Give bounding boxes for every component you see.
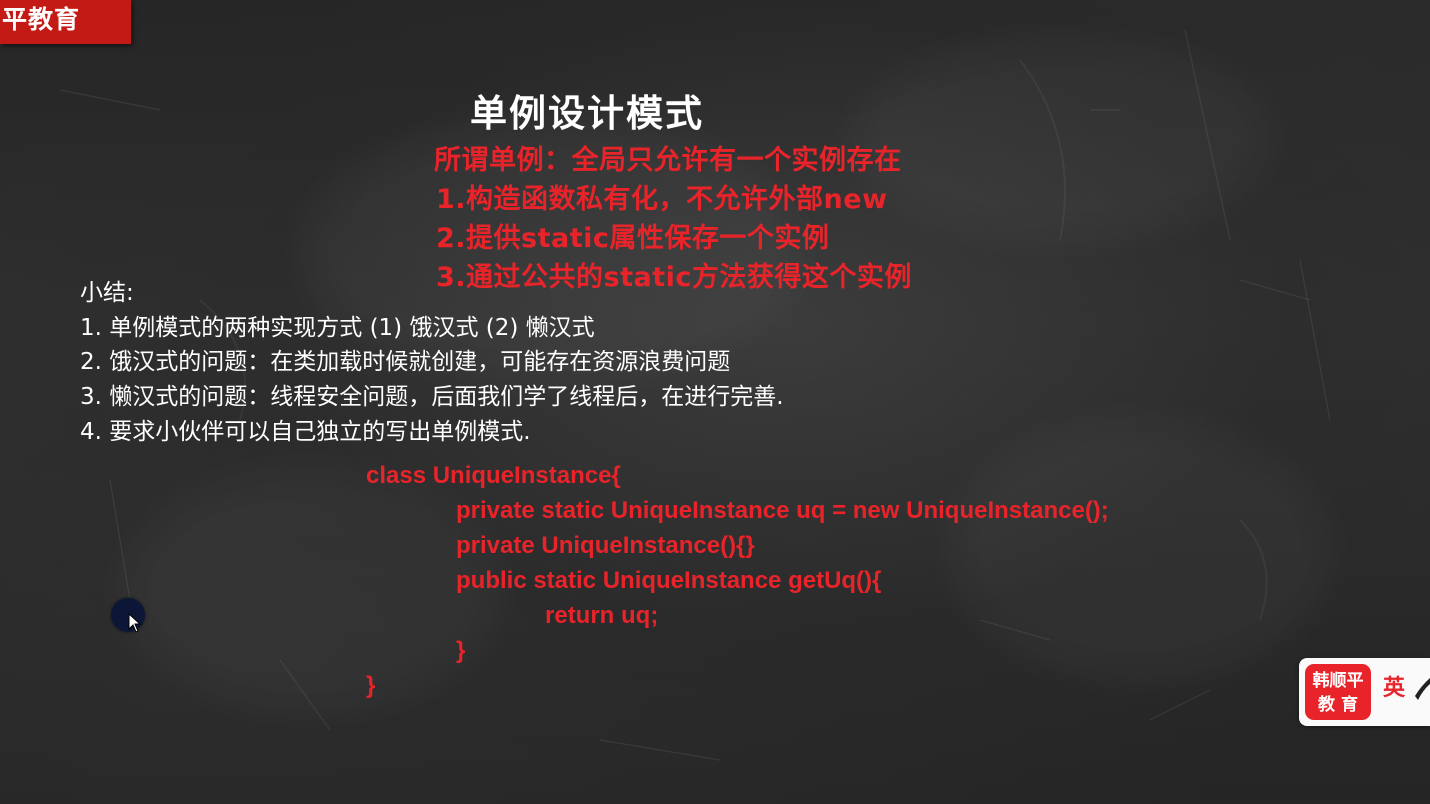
brand-lang-label: 英 — [1383, 676, 1406, 701]
code-line: public static UniqueInstance getUq(){ — [456, 567, 882, 594]
cursor-highlight-icon — [111, 598, 145, 632]
definition-line: 1.构造函数私有化，不允许外部new — [436, 184, 888, 215]
code-line: } — [456, 637, 466, 664]
code-line: } — [366, 672, 376, 699]
code-line: private static UniqueInstance uq = new U… — [456, 497, 1109, 524]
summary-item: 2. 饿汉式的问题：在类加载时候就创建，可能存在资源浪费问题 — [80, 349, 731, 375]
brand-badge: 韩顺平 教 育 — [1305, 664, 1371, 720]
brand-badge-line: 韩顺平 — [1312, 671, 1364, 691]
definition-line: 3.通过公共的static方法获得这个实例 — [436, 262, 912, 293]
code-line: class UniqueInstance{ — [366, 462, 621, 489]
brush-swoosh-icon — [1415, 678, 1430, 700]
summary-item: 1. 单例模式的两种实现方式 (1) 饿汉式 (2) 懒汉式 — [80, 315, 595, 341]
definition-line: 2.提供static属性保存一个实例 — [436, 223, 830, 254]
code-line: return uq; — [545, 602, 659, 629]
summary-heading: 小结: — [80, 280, 134, 306]
code-line: private UniqueInstance(){} — [456, 532, 755, 559]
slide-title: 单例设计模式 — [470, 92, 704, 135]
mouse-pointer-icon — [128, 613, 142, 633]
definition-line: 所谓单例：全局只允许有一个实例存在 — [434, 145, 902, 176]
logo-tag-text: 平教育 — [2, 5, 81, 34]
brand-badge-line: 教 育 — [1318, 695, 1358, 715]
logo-tag: 平教育 — [0, 0, 131, 44]
summary-item: 4. 要求小伙伴可以自己独立的写出单例模式. — [80, 419, 531, 445]
summary-item: 3. 懒汉式的问题：线程安全问题，后面我们学了线程后，在进行完善. — [80, 384, 784, 410]
brand-widget[interactable]: 韩顺平 教 育 英 — [1299, 658, 1430, 726]
